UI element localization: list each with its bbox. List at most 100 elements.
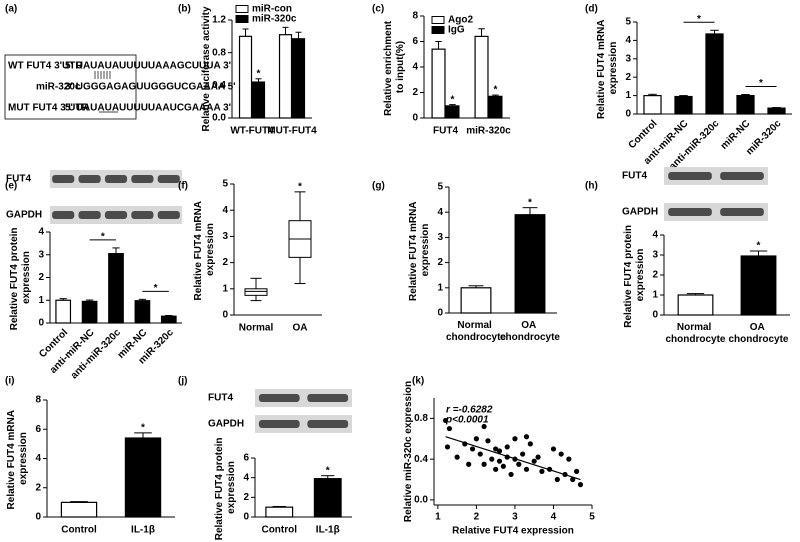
bar xyxy=(160,315,177,324)
y-tick-label: 3 xyxy=(222,231,228,242)
blot-band xyxy=(307,394,349,402)
blot-label: GAPDH xyxy=(208,419,244,430)
y-tick-label: 0 xyxy=(412,113,418,124)
significance-mark: * xyxy=(494,85,498,96)
x-tick-label: IL-1β xyxy=(131,525,155,536)
blot-label: FUT4 xyxy=(622,171,647,182)
blot-strip xyxy=(255,389,352,407)
y-tick-label: 0.8 xyxy=(414,413,428,424)
y-tick-label: 3 xyxy=(38,249,44,260)
point xyxy=(477,451,483,457)
point xyxy=(493,446,499,452)
point xyxy=(485,438,491,444)
bar xyxy=(705,33,724,115)
bar xyxy=(431,48,446,119)
y-tick-label: 5 xyxy=(437,182,443,193)
row-label: WT FUT4 3'UTR xyxy=(8,61,83,72)
x-tick-label: WT-FUT4 xyxy=(230,126,274,137)
y-tick-label: 2 xyxy=(222,257,228,268)
bar xyxy=(488,95,503,119)
blot-label: FUT4 xyxy=(208,393,233,404)
point xyxy=(454,454,460,460)
bar xyxy=(460,287,492,314)
point xyxy=(577,482,584,488)
y-tick-label: 4 xyxy=(652,230,658,241)
blot-label: GAPDH xyxy=(6,210,42,221)
y-tick-label: 1 xyxy=(437,282,443,293)
y-axis-label: Relative FUT4 protein expression xyxy=(214,435,237,541)
x-tick-label: Normal chondrocyte xyxy=(665,322,725,345)
x-tick-label: Control xyxy=(261,525,297,536)
y-tick-label: 2 xyxy=(38,272,44,283)
x-axis-label: Relative FUT4 expression xyxy=(452,526,574,537)
y-tick-label: 1 xyxy=(222,283,228,294)
panel-label: (h) xyxy=(585,181,598,192)
y-tick-label: 6 xyxy=(243,453,249,464)
panel-label: (a) xyxy=(5,4,17,15)
point xyxy=(481,423,487,430)
blot-band xyxy=(720,208,764,216)
significance-mark: * xyxy=(757,241,761,252)
bar xyxy=(278,34,293,119)
significance-mark: * xyxy=(697,14,701,25)
bar xyxy=(514,214,546,314)
blot-strip xyxy=(255,415,352,433)
blot-band xyxy=(668,172,712,180)
point xyxy=(496,448,503,454)
y-tick-label: 6 xyxy=(35,424,41,435)
y-tick-label: 1 xyxy=(652,290,658,301)
y-tick-label: 4 xyxy=(38,227,44,238)
x-tick-label: 4 xyxy=(551,512,557,523)
point xyxy=(469,446,476,452)
y-tick-label: 2 xyxy=(625,72,631,83)
y-tick-label: 8 xyxy=(412,11,418,22)
point xyxy=(523,434,530,440)
significance-mark: * xyxy=(101,232,105,243)
y-tick-label: 1.2 xyxy=(212,15,226,26)
point xyxy=(504,444,510,450)
y-tick-label: 0 xyxy=(38,318,44,329)
y-tick-label: 4 xyxy=(222,205,228,216)
y-tick-label: 4 xyxy=(243,472,249,483)
significance-mark: * xyxy=(154,283,158,294)
significance-mark: * xyxy=(451,94,455,105)
x-tick-label: OA xyxy=(293,323,308,334)
bar xyxy=(291,38,306,119)
x-tick-label: miR-320c xyxy=(466,126,511,137)
point xyxy=(489,456,495,462)
y-tick-label: 4 xyxy=(35,453,41,464)
point xyxy=(508,471,514,478)
bar xyxy=(251,81,266,119)
y-tick-label: 1 xyxy=(38,295,44,306)
y-tick-label: 0 xyxy=(437,308,443,319)
blot-band xyxy=(78,175,101,183)
y-axis-label: Relative FUT4 mRNA expression xyxy=(596,17,619,119)
significance-mark: * xyxy=(759,78,763,89)
y-tick-label: 0 xyxy=(625,109,631,120)
x-tick-label: OA chondrocyte xyxy=(500,320,560,343)
point xyxy=(446,425,453,432)
point xyxy=(535,454,541,460)
y-tick-label: 5 xyxy=(625,17,631,28)
point xyxy=(566,456,572,462)
point xyxy=(442,417,449,424)
y-tick-label: 3 xyxy=(652,250,658,261)
blot-strip xyxy=(664,203,768,221)
point xyxy=(466,461,472,467)
blot-band xyxy=(52,211,75,219)
panel-label: (d) xyxy=(585,4,598,15)
panel-label: (c) xyxy=(372,4,384,15)
y-tick-label: 0.8 xyxy=(212,47,226,58)
y-tick-label: 1 xyxy=(625,90,631,101)
y-tick-label: 3 xyxy=(625,53,631,64)
legend-label: Ago2 xyxy=(448,15,473,26)
y-tick-label: 0 xyxy=(222,310,228,321)
x-tick-label: 5 xyxy=(589,512,595,523)
panel-label: (j) xyxy=(178,376,187,387)
y-tick-label: 0.0 xyxy=(414,495,428,506)
bar xyxy=(677,294,714,316)
sequence: 5' UAUAUAUUUUUAAUCGAAAA 3' xyxy=(65,103,231,114)
y-tick-label: 4 xyxy=(437,207,443,218)
x-tick-label: 2 xyxy=(474,512,480,523)
blot-band xyxy=(131,211,154,219)
